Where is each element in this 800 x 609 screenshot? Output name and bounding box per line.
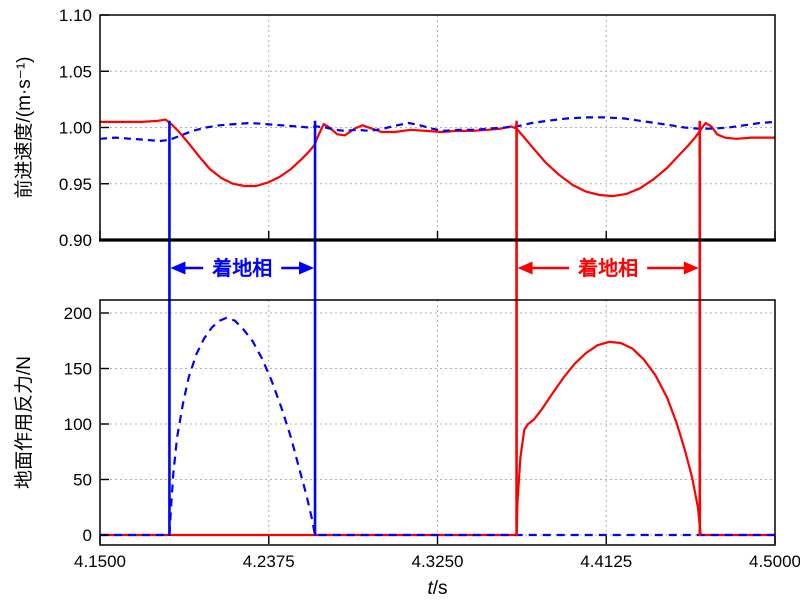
y-tick-label: 200 — [64, 304, 92, 323]
series-red-solid-velocity — [100, 118, 775, 198]
x-tick-label: 4.2375 — [243, 552, 295, 571]
y-axis-label: 地面作用反力/N — [13, 356, 35, 489]
series-blue-dashed-velocity — [99, 116, 776, 143]
x-tick-label: 4.4125 — [580, 552, 632, 571]
y-tick-label: 1.10 — [59, 6, 92, 25]
y-axis-label: 前进速度/(m·s⁻¹) — [13, 57, 35, 199]
y-tick-label: 150 — [64, 360, 92, 379]
stance-arrow-head-right — [299, 261, 315, 275]
y-tick-label: 0.90 — [59, 231, 92, 250]
series-red-solid-grf — [100, 340, 775, 537]
y-tick-label: 50 — [73, 471, 92, 490]
x-axis-label: t/s — [427, 578, 447, 599]
x-tick-label: 4.3250 — [412, 552, 464, 571]
y-tick-label: 1.00 — [59, 119, 92, 138]
y-tick-label: 0 — [83, 526, 92, 545]
y-tick-label: 0.95 — [59, 175, 92, 194]
stance-phase-label: 着地相 — [577, 256, 638, 280]
stance-arrow-head-left — [517, 261, 533, 275]
y-tick-label: 1.05 — [59, 62, 92, 81]
series-blue-dashed-grf — [100, 316, 775, 537]
y-tick-label: 100 — [64, 415, 92, 434]
plot-frame — [99, 299, 776, 546]
x-tick-label: 4.1500 — [74, 552, 126, 571]
stance-phase-label: 着地相 — [211, 256, 272, 280]
x-tick-label: 4.5000 — [749, 552, 800, 571]
stance-arrow-head-left — [170, 261, 186, 275]
stance-arrow-head-right — [683, 261, 699, 275]
